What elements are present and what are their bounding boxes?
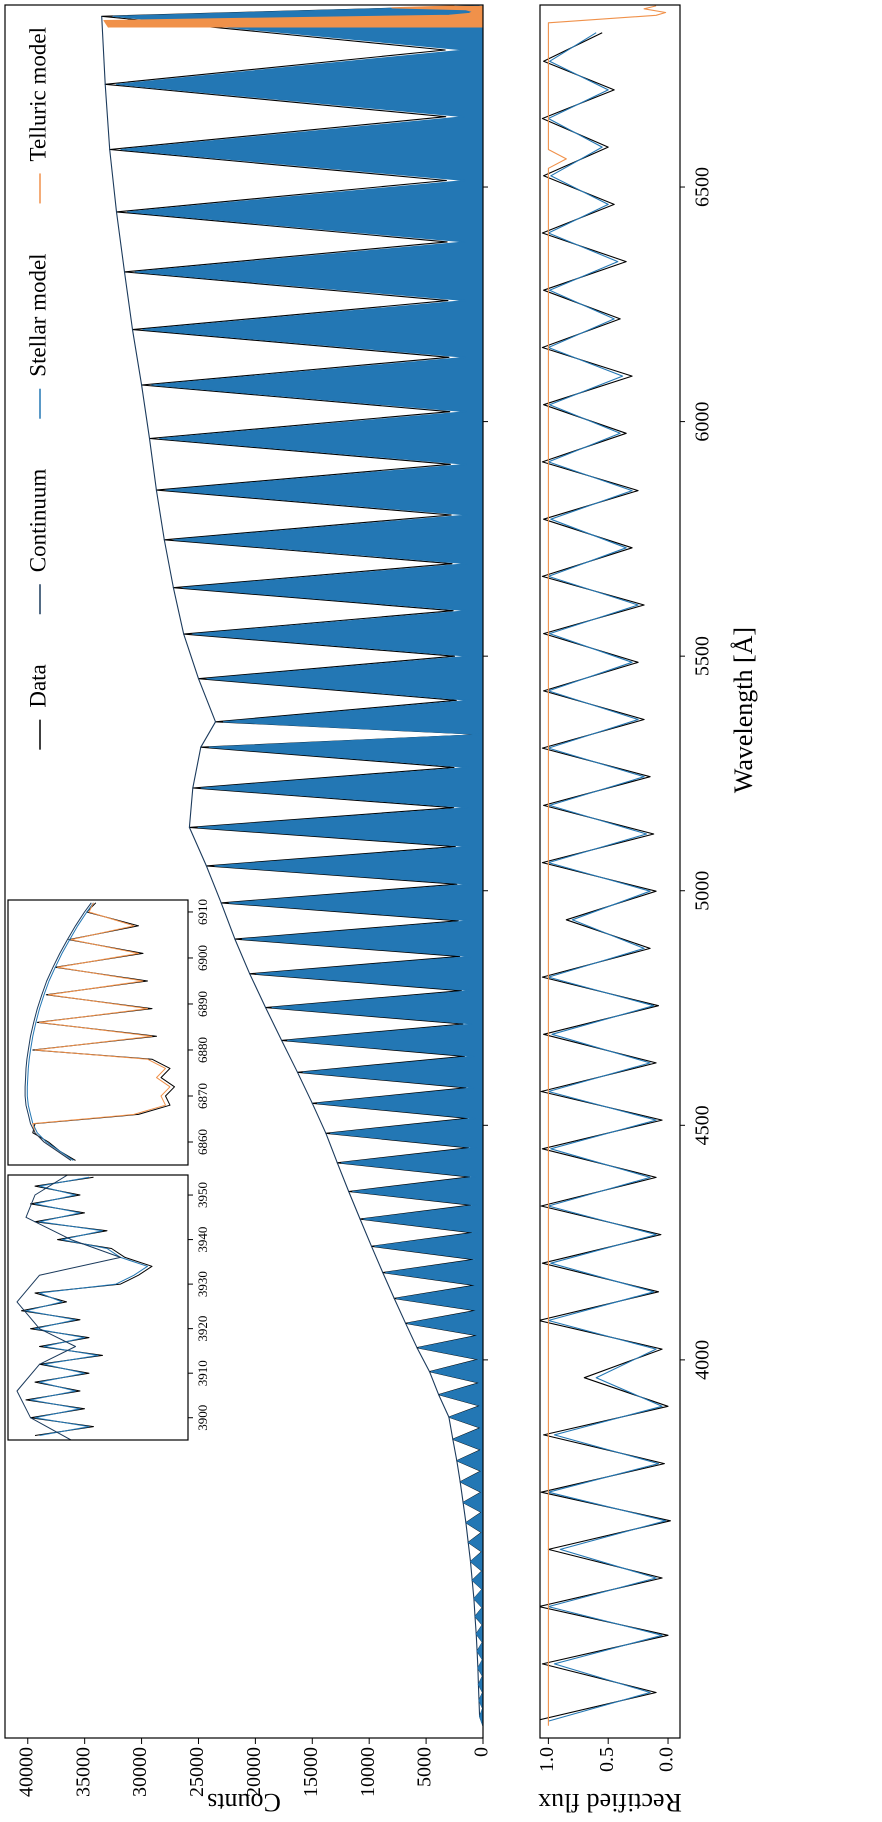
y-axis-label: Counts <box>207 1788 281 1817</box>
area-fill <box>113 5 483 1726</box>
y-tick-label: 0.5 <box>596 1747 618 1772</box>
y-tick-label: 35000 <box>72 1747 94 1797</box>
y-tick-label: 1.0 <box>536 1747 558 1772</box>
legend-label: Telluric model <box>25 27 50 161</box>
y-tick-label: 10000 <box>357 1747 379 1797</box>
x-tick-label: 6900 <box>195 945 210 971</box>
y-tick-label: 0 <box>471 1747 493 1757</box>
y-tick-label: 15000 <box>300 1747 322 1797</box>
series-group <box>101 5 483 1726</box>
series-line <box>101 16 481 1717</box>
y-tick-label: 5000 <box>414 1747 436 1787</box>
series-line <box>103 5 474 28</box>
x-tick-label: 6910 <box>195 899 210 925</box>
rotated-figure: 0500010000150002000025000300003500040000… <box>4 4 758 1817</box>
legend: Data Continuum Stellar model Telluric model <box>25 27 50 750</box>
y-tick-label: 25000 <box>186 1747 208 1797</box>
x-tick-label: 6880 <box>195 1037 210 1063</box>
x-tick-label: 3950 <box>195 1182 210 1208</box>
series-line <box>25 1176 148 1436</box>
x-tick-label: 6500 <box>692 167 714 207</box>
legend-label: Continuum <box>25 469 50 573</box>
legend-label: Stellar model <box>25 253 50 376</box>
y-tick-label: 30000 <box>129 1747 151 1797</box>
x-tick-label: 3900 <box>195 1405 210 1431</box>
x-tick-label: 6000 <box>692 402 714 442</box>
x-tick-label: 3940 <box>195 1227 210 1253</box>
series-line <box>32 902 171 1161</box>
x-axis-label: Wavelength [Å] <box>729 627 758 793</box>
axes-frame <box>7 1174 189 1441</box>
y-tick-label: 0.0 <box>656 1747 678 1772</box>
y-tick-label: 40000 <box>15 1747 37 1797</box>
series-group <box>24 902 175 1161</box>
x-tick-label: 4500 <box>692 1105 714 1145</box>
area-fill <box>104 5 483 28</box>
series-line <box>112 5 483 1726</box>
axes-frame <box>4 4 484 1739</box>
y-tick-label: 20000 <box>243 1747 265 1797</box>
series-line <box>547 5 667 1726</box>
x-tick-label: 5000 <box>692 871 714 911</box>
axes-frame <box>539 4 681 1739</box>
series-group <box>540 5 671 1726</box>
x-tick-label: 3930 <box>195 1271 210 1297</box>
inset-background <box>8 1175 188 1440</box>
series-group <box>16 1175 153 1440</box>
axes-frame <box>7 899 189 1166</box>
legend-label: Data <box>25 664 50 707</box>
series-line <box>16 1175 121 1440</box>
x-tick-label: 6870 <box>195 1083 210 1109</box>
series-line <box>547 32 667 1722</box>
x-tick-label: 3910 <box>195 1360 210 1386</box>
series-line <box>24 902 92 1161</box>
x-tick-label: 5500 <box>692 636 714 676</box>
x-tick-label: 3920 <box>195 1316 210 1342</box>
y-axis-label: Rectified flux <box>538 1788 682 1817</box>
x-tick-label: 6860 <box>195 1129 210 1155</box>
x-tick-label: 6890 <box>195 991 210 1017</box>
x-tick-label: 4000 <box>692 1340 714 1380</box>
